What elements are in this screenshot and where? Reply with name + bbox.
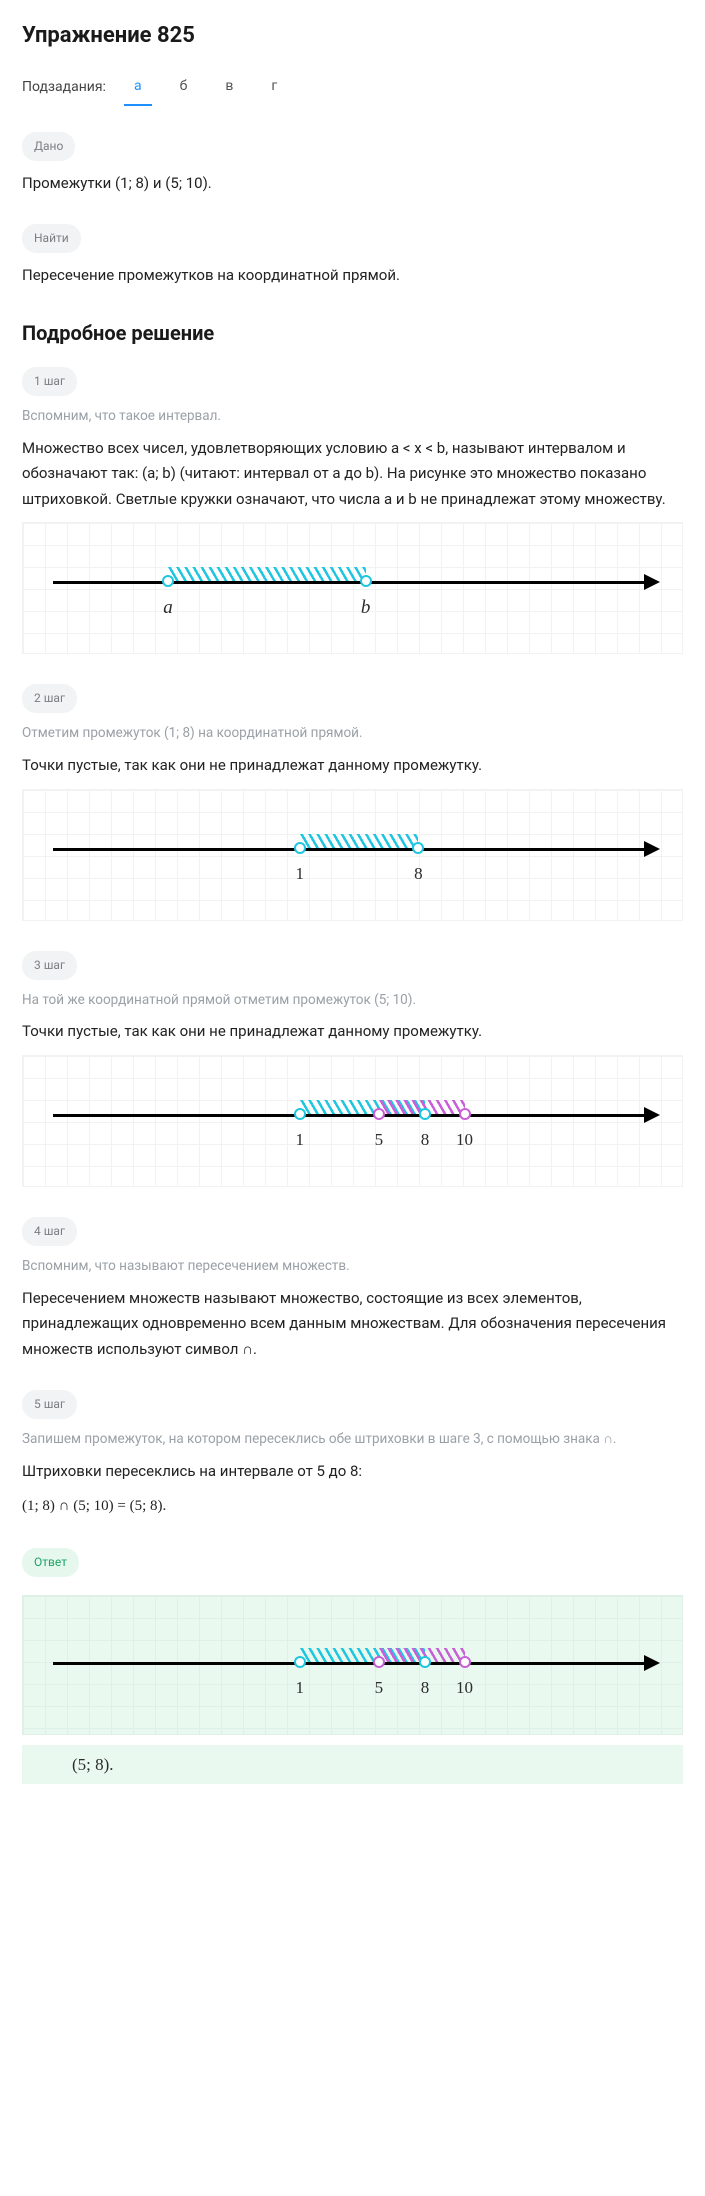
step3-pill: 3 шаг [22,951,77,980]
tab-v[interactable]: в [215,69,243,105]
step-2: 2 шаг Отметим промежуток (1; 8) на коорд… [22,684,683,920]
step1-sub: Вспомним, что такое интервал. [22,406,683,428]
find-block: Найти Пересечение промежутков на координ… [22,224,683,289]
open-point [412,842,424,854]
tab-a[interactable]: а [124,69,152,105]
open-point [419,1108,431,1120]
answer-pill: Ответ [22,1548,79,1577]
step5-result: (1; 8) ∩ (5; 10) = (5; 8). [22,1494,683,1520]
point-label: 1 [296,1674,305,1701]
find-text: Пересечение промежутков на координатной … [22,263,683,289]
tab-b[interactable]: б [170,69,198,105]
hatch-segment [300,834,419,848]
solution-heading: Подробное решение [22,317,683,349]
exercise-title: Упражнение 825 [22,18,683,53]
step5-sub: Запишем промежуток, на котором пересекли… [22,1429,683,1451]
hatch-segment [168,567,366,581]
step-3: 3 шаг На той же координатной прямой отме… [22,951,683,1187]
open-point [162,575,174,587]
answer-block: Ответ 1 5 8 10 (5; 8). [22,1548,683,1784]
step-1: 1 шаг Вспомним, что такое интервал. Множ… [22,367,683,654]
open-point [419,1656,431,1668]
point-label: 1 [296,860,305,887]
step3-text: Точки пустые, так как они не принадлежат… [22,1019,683,1045]
given-text: Промежутки (1; 8) и (5; 10). [22,171,683,197]
step4-pill: 4 шаг [22,1217,77,1246]
step1-text: Множество всех чисел, удовлетворяющих ус… [22,436,683,513]
subtasks-row: Подзадания: а б в г [22,69,683,105]
diagram-answer: 1 5 8 10 [22,1595,683,1735]
given-block: Дано Промежутки (1; 8) и (5; 10). [22,132,683,197]
open-point [373,1108,385,1120]
tab-g[interactable]: г [261,69,287,105]
open-point [459,1656,471,1668]
arrow-right-icon [644,1655,660,1671]
subtasks-label: Подзадания: [22,76,106,98]
step5-text: Штриховки пересеклись на интервале от 5 … [22,1459,683,1485]
step4-text: Пересечением множеств называют множество… [22,1286,683,1363]
point-label: 10 [456,1126,473,1153]
point-label: 8 [421,1674,430,1701]
point-label: 8 [414,860,423,887]
open-point [360,575,372,587]
step3-sub: На той же координатной прямой отметим пр… [22,990,683,1012]
point-label: 5 [375,1126,384,1153]
open-point [373,1656,385,1668]
number-line [53,581,652,584]
number-line [53,1662,652,1665]
point-label: a [163,593,173,623]
diagram-1: ab [22,522,683,654]
step4-sub: Вспомним, что называют пересечением множ… [22,1256,683,1278]
arrow-right-icon [644,574,660,590]
point-label: 10 [456,1674,473,1701]
point-label: 8 [421,1126,430,1153]
step2-sub: Отметим промежуток (1; 8) на координатно… [22,723,683,745]
number-line [53,1114,652,1117]
answer-interval: (5; 8). [22,1745,683,1784]
arrow-right-icon [644,841,660,857]
step5-pill: 5 шаг [22,1390,77,1419]
number-line [53,848,652,851]
open-point [459,1108,471,1120]
step2-pill: 2 шаг [22,684,77,713]
point-label: 1 [296,1126,305,1153]
diagram-2: 18 [22,789,683,921]
point-label: b [361,593,371,623]
open-point [294,1108,306,1120]
step1-pill: 1 шаг [22,367,77,396]
step2-text: Точки пустые, так как они не принадлежат… [22,753,683,779]
given-pill: Дано [22,132,75,161]
find-pill: Найти [22,224,81,253]
step-5: 5 шаг Запишем промежуток, на котором пер… [22,1390,683,1520]
open-point [294,1656,306,1668]
step-4: 4 шаг Вспомним, что называют пересечение… [22,1217,683,1362]
point-label: 5 [375,1674,384,1701]
diagram-3: 1 5 8 10 [22,1055,683,1187]
arrow-right-icon [644,1107,660,1123]
open-point [294,842,306,854]
